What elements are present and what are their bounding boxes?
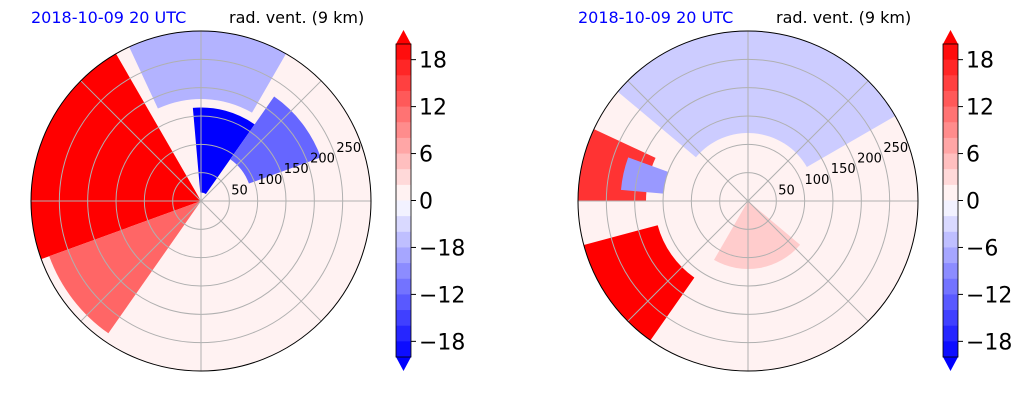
colorbar-segment: [943, 153, 958, 170]
colorbar-segment: [396, 90, 411, 108]
chart-panel-left: 2018-10-09 20 UTC rad. vent. (9 km) 50 10…: [30, 8, 465, 372]
colorbar-segment: [943, 263, 958, 280]
colorbar-tick-label: −12: [419, 283, 465, 308]
colorbar-segment: [396, 122, 411, 139]
radial-tick-label: 250: [336, 141, 361, 156]
field-region-negative-2: [192, 107, 255, 195]
azimuth-spoke: [747, 80, 869, 202]
colorbar-tick-label: −18: [419, 330, 465, 355]
colorbar-extend-min: [943, 357, 958, 371]
colorbar: 18 12 6 0 −18 −12 −18: [395, 30, 465, 371]
field-region-negative-3: [230, 96, 321, 184]
colorbar-tick-label: 0: [419, 190, 433, 215]
colorbar-tick-label: 6: [966, 143, 980, 168]
colorbar-segment: [943, 169, 958, 186]
colorbar-segment: [943, 44, 958, 61]
colorbar-segment: [943, 122, 958, 139]
colorbar-segment: [396, 263, 411, 280]
colorbar-segment: [943, 90, 958, 108]
colorbar-tick-label: 6: [419, 143, 433, 168]
colorbar-segment: [396, 341, 411, 358]
colorbar: 18 12 6 0 −6 −12 −18: [942, 30, 1012, 371]
azimuth-spoke: [200, 80, 322, 202]
colorbar-segment: [396, 184, 411, 201]
colorbar-segment: [396, 294, 411, 311]
colorbar-segment: [943, 247, 958, 264]
colorbar-tick-label: −12: [966, 283, 1012, 308]
azimuth-spoke: [80, 80, 202, 202]
field-region-positive-0: [583, 225, 695, 341]
polar-outline: [577, 30, 919, 372]
colorbar-extend-max: [396, 30, 411, 44]
colorbar-segment: [943, 278, 958, 295]
azimuth-spoke: [80, 200, 202, 322]
colorbar-segment: [943, 59, 958, 76]
colorbar-extend-min: [396, 357, 411, 371]
colorbar-segment: [396, 169, 411, 186]
colorbar-segment: [943, 310, 958, 327]
field-region-positive-1: [49, 201, 202, 334]
colorbar-tick-label: 12: [419, 96, 447, 121]
radial-tick-label: 150: [831, 162, 856, 177]
colorbar-extend-max: [943, 30, 958, 44]
colorbar-segment: [943, 137, 958, 155]
chart-title-time: 2018-10-09 20 UTC: [31, 8, 187, 27]
colorbar-segment: [396, 310, 411, 327]
colorbar-tick-label: −18: [966, 330, 1012, 355]
colorbar-segment: [396, 153, 411, 170]
colorbar-segment: [396, 44, 411, 61]
radial-tick-label: 150: [284, 162, 309, 177]
colorbar-segment: [396, 106, 411, 123]
azimuth-spoke: [200, 200, 322, 322]
colorbar-segment: [943, 294, 958, 311]
azimuth-spoke: [627, 80, 749, 202]
chart-title-variable: rad. vent. (9 km): [229, 8, 365, 27]
colorbar-segment: [396, 325, 411, 342]
field-region-positive-0: [31, 53, 202, 260]
colorbar-segment: [396, 247, 411, 264]
azimuth-spoke: [627, 200, 749, 322]
polar-grid: [31, 31, 371, 371]
radial-tick-label: 200: [857, 152, 882, 167]
colorbar-segment: [396, 278, 411, 295]
radial-tick-label: 200: [310, 152, 335, 167]
colorbar-segment: [396, 200, 411, 217]
azimuth-spoke: [747, 200, 869, 322]
colorbar-segment: [943, 231, 958, 248]
colorbar-segment: [943, 75, 958, 92]
colorbar-segment: [943, 325, 958, 342]
radial-tick-label: 100: [258, 173, 283, 188]
chart-title-time: 2018-10-09 20 UTC: [578, 8, 734, 27]
colorbar-segment: [943, 200, 958, 217]
polar-outline: [30, 30, 372, 372]
radial-tick-label: 100: [805, 173, 830, 188]
radial-tick-label: 50: [778, 183, 795, 198]
colorbar-segment: [396, 231, 411, 248]
radial-tick-label: 50: [231, 183, 248, 198]
colorbar-tick-label: 18: [966, 49, 994, 74]
radial-tick-label: 250: [883, 141, 908, 156]
colorbar-segment: [396, 75, 411, 92]
colorbar-segment: [396, 216, 411, 233]
colorbar-segment: [943, 184, 958, 201]
field-region-positive-4: [714, 201, 801, 270]
colorbar-tick-label: −18: [419, 236, 465, 261]
colorbar-tick-label: 12: [966, 96, 994, 121]
colorbar-segment: [943, 341, 958, 358]
colorbar-segment: [396, 59, 411, 76]
field-region-negative-2: [620, 157, 669, 194]
colorbar-segment: [943, 216, 958, 233]
colorbar-tick-label: 0: [966, 190, 980, 215]
chart-title-variable: rad. vent. (9 km): [776, 8, 912, 27]
colorbar-tick-label: 18: [419, 49, 447, 74]
chart-panel-right: 2018-10-09 20 UTC rad. vent. (9 km) 50 10…: [547, 0, 1028, 401]
field-region-negative-3: [617, 31, 896, 167]
colorbar-segment: [396, 137, 411, 155]
colorbar-tick-label: −6: [966, 236, 998, 261]
polar-grid: [578, 31, 918, 371]
colorbar-segment: [943, 106, 958, 123]
